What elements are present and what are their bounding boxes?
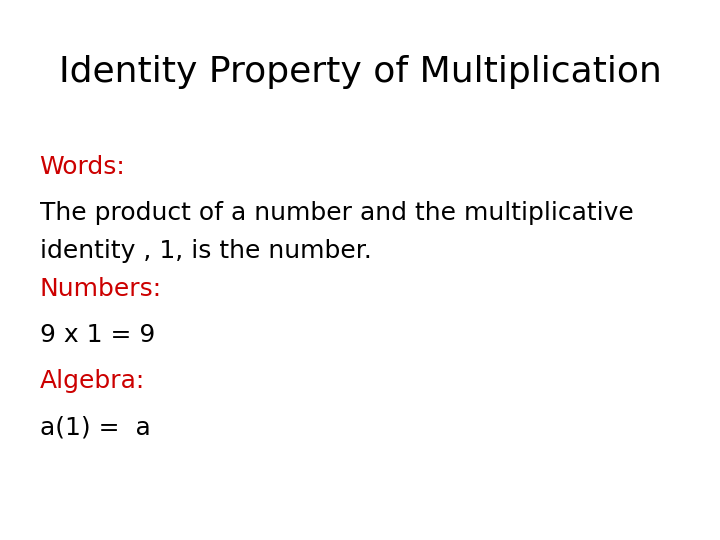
Text: Identity Property of Multiplication: Identity Property of Multiplication [58, 55, 662, 89]
Text: Words:: Words: [40, 155, 125, 179]
Text: Algebra:: Algebra: [40, 369, 145, 393]
Text: 9 x 1 = 9: 9 x 1 = 9 [40, 323, 155, 347]
Text: The product of a number and the multiplicative: The product of a number and the multipli… [40, 201, 634, 225]
Text: a(1) =  a: a(1) = a [40, 415, 150, 439]
Text: identity , 1, is the number.: identity , 1, is the number. [40, 239, 372, 263]
Text: Numbers:: Numbers: [40, 277, 162, 301]
